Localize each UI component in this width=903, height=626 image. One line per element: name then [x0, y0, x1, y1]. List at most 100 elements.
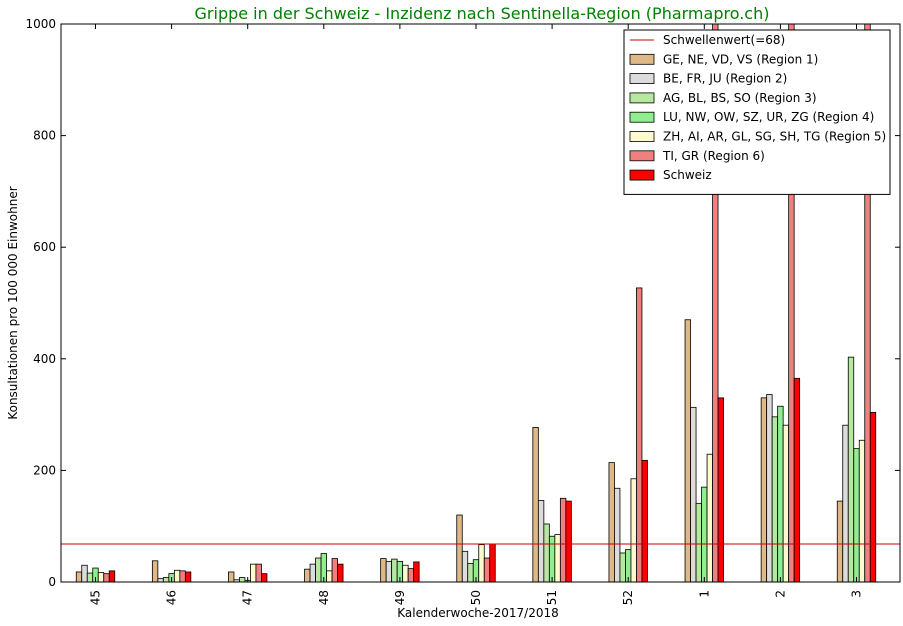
x-tick-label: 3	[850, 590, 864, 598]
bar-s1-52	[608, 462, 615, 583]
bar-s1-47	[228, 571, 235, 583]
y-tick-label: 600	[33, 240, 56, 254]
x-axis-label: Kalenderwoche-2017/2018	[397, 606, 558, 620]
legend-swatch-7	[629, 169, 655, 181]
bar-s3-1	[695, 502, 702, 583]
bar-s7-1	[717, 397, 724, 583]
bar-s5-47	[250, 563, 257, 583]
bar-s3-3	[847, 356, 855, 583]
bar-s1-51	[532, 427, 539, 583]
y-axis-label: Konsultationen pro 100 000 Einwohner	[6, 186, 20, 419]
legend-label-3: AG, BL, BS, SO (Region 3)	[663, 91, 817, 105]
x-tick-label: 51	[545, 590, 559, 605]
bar-s7-45	[108, 570, 116, 583]
bar-s2-3	[842, 424, 849, 583]
bar-s1-46	[151, 560, 159, 583]
bar-s1-48	[304, 568, 311, 583]
legend-swatch-2	[629, 73, 655, 84]
legend-swatch-6	[629, 150, 655, 162]
bar-s2-51	[537, 500, 545, 583]
bar-s2-52	[614, 487, 621, 583]
bar-s7-49	[413, 561, 420, 583]
bar-s5-52	[630, 478, 637, 583]
bar-s6-46	[179, 570, 186, 583]
bar-s6-52	[636, 287, 643, 583]
bar-s4-3	[853, 448, 860, 583]
legend-swatch-4	[629, 111, 655, 123]
legend-label-2: BE, FR, JU (Region 2)	[663, 72, 787, 86]
legend-threshold-label: Schwellenwert(=68)	[663, 33, 785, 47]
bar-s2-48	[309, 563, 316, 583]
bar-s3-45	[86, 572, 94, 583]
bar-s5-1	[706, 453, 713, 583]
y-tick-label: 0	[48, 575, 56, 589]
bar-s4-2	[777, 405, 784, 583]
x-tick-label: 50	[469, 590, 483, 605]
bar-s3-51	[543, 523, 550, 583]
x-tick-label: 2	[773, 590, 787, 598]
legend-label-5: ZH, AI, AR, GL, SG, SH, TG (Region 5)	[663, 130, 886, 144]
plot-area-frame	[60, 23, 901, 583]
bar-s7-46	[184, 571, 192, 583]
legend-label-1: GE, NE, VD, VS (Region 1)	[663, 52, 818, 66]
legend-swatch-5	[629, 131, 655, 142]
bar-s7-3	[869, 411, 877, 583]
bar-s4-1	[701, 486, 708, 583]
y-tick-label: 400	[33, 352, 56, 366]
x-tick-label: 45	[89, 590, 103, 605]
x-axis-ticks: 45 46 47 48 49 50 51 52 1 2 3	[89, 24, 864, 605]
x-tick-label: 46	[165, 590, 179, 605]
bar-s6-51	[559, 497, 567, 583]
bar-s2-50	[461, 550, 469, 583]
legend-box	[623, 29, 891, 195]
bar-s6-48	[331, 558, 338, 583]
bar-s6-47	[255, 563, 262, 583]
bar-s2-46	[157, 578, 164, 583]
bar-s1-49	[380, 558, 387, 583]
chart-title: Grippe in der Schweiz - Inzidenz nach Se…	[195, 4, 770, 23]
x-tick-label: 49	[393, 590, 407, 605]
bar-s5-46	[173, 569, 181, 583]
bar-s1-45	[75, 571, 83, 583]
bar-s1-2	[760, 397, 768, 583]
bar-s3-2	[771, 416, 779, 583]
y-tick-label: 1000	[25, 17, 56, 31]
bar-s5-48	[326, 570, 333, 583]
bar-s5-51	[554, 534, 561, 583]
bar-s3-50	[467, 563, 474, 583]
bar-s2-2	[766, 394, 773, 583]
y-tick-label: 800	[33, 129, 56, 143]
bar-s3-52	[619, 552, 626, 583]
legend-swatch-3	[629, 92, 655, 104]
bar-s3-48	[315, 557, 322, 583]
bar-s4-51	[548, 535, 556, 583]
x-tick-label: 52	[621, 590, 635, 605]
bar-s3-49	[391, 558, 398, 583]
bar-s1-3	[836, 500, 844, 583]
bar-s2-49	[385, 560, 393, 583]
bar-s5-45	[97, 572, 105, 583]
bar-s3-46	[162, 577, 170, 583]
x-tick-label: 47	[241, 590, 255, 605]
bar-s6-49	[407, 568, 415, 583]
y-tick-label: 200	[33, 463, 56, 477]
bar-s7-48	[337, 563, 344, 583]
bar-s2-45	[81, 564, 88, 583]
legend-label-4: LU, NW, OW, SZ, UR, ZG (Region 4)	[663, 110, 874, 124]
bar-s5-3	[858, 439, 866, 583]
bar-s6-45	[103, 573, 110, 583]
bar-s5-49	[402, 564, 409, 583]
bar-s7-47	[261, 573, 268, 583]
bar-s7-50	[489, 543, 496, 583]
bar-s3-47	[239, 577, 246, 583]
bar-s1-50	[456, 514, 463, 583]
x-tick-label: 1	[697, 590, 711, 598]
legend-label-7: Schweiz	[663, 168, 712, 182]
x-tick-label: 48	[317, 590, 331, 605]
y-axis-ticks: 0 200 400 600 800 1000	[25, 17, 900, 589]
legend: Schwellenwert(=68) GE, NE, VD, VS (Region…	[623, 29, 891, 195]
bar-s2-1	[690, 406, 697, 583]
bar-s1-1	[684, 319, 691, 583]
bar-s7-52	[641, 459, 648, 583]
